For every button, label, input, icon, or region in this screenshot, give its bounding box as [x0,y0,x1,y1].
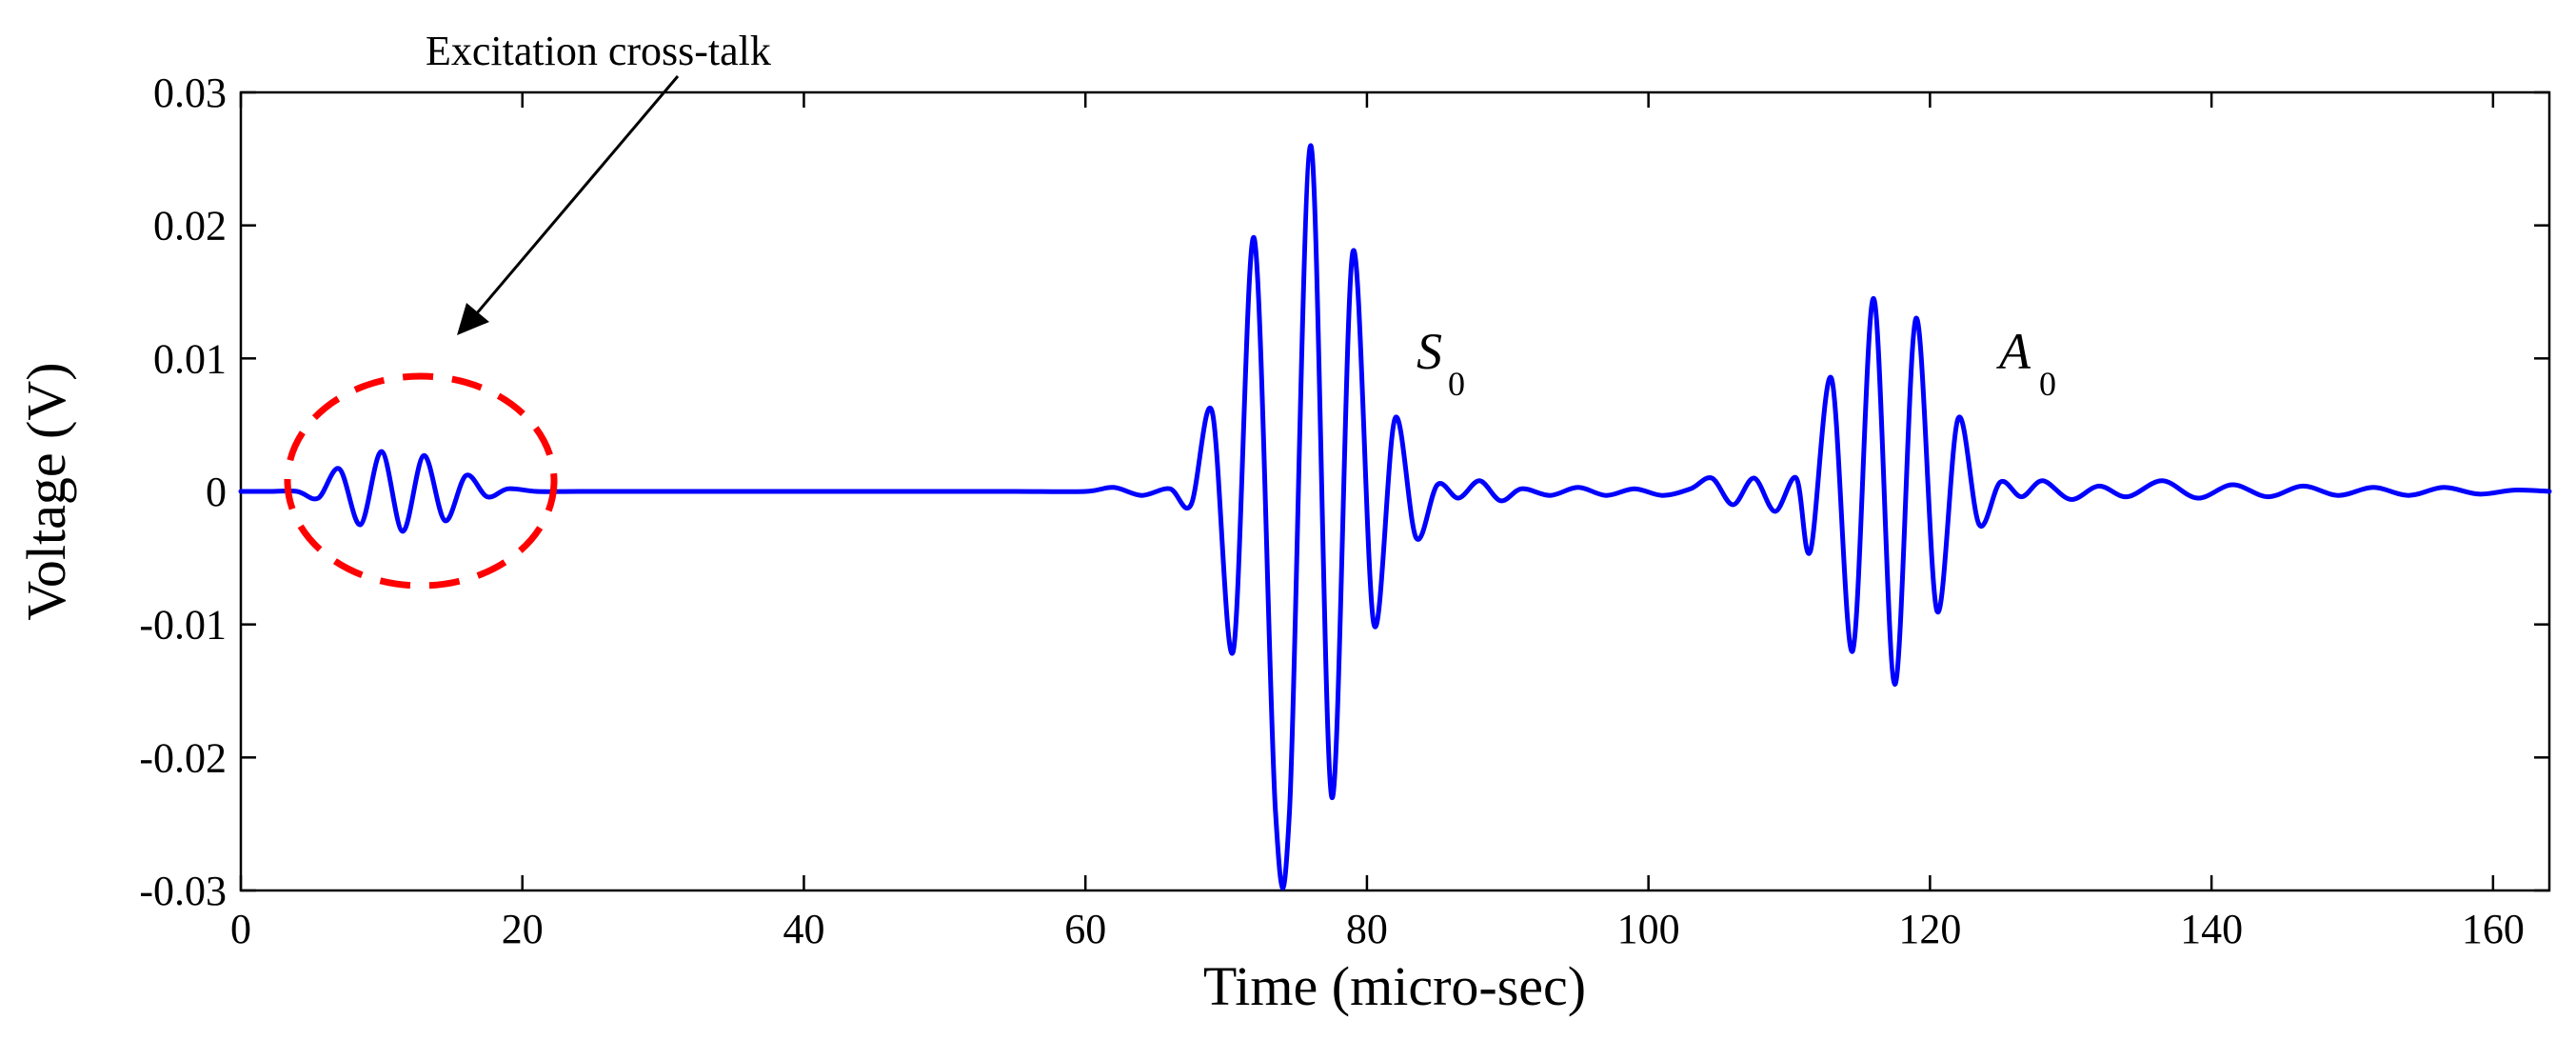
x-tick-label: 60 [1064,906,1106,952]
x-tick-label: 40 [783,906,824,952]
voltage-series-line [238,143,2552,890]
s0-wave-label-subscript: 0 [1448,365,1465,403]
y-tick-label: 0.02 [153,203,227,250]
crosstalk-highlight-ellipse [284,372,558,590]
x-tick-label: 100 [1617,906,1680,952]
x-tick-label: 0 [230,906,251,952]
y-tick-label: 0.03 [153,70,227,116]
a0-wave-label: A [1996,323,2031,380]
x-tick-labels: 0 20 40 60 80 100 120 140 160 [230,906,2525,952]
crosstalk-arrow-head [457,303,489,335]
x-tick-label: 140 [2180,906,2243,952]
x-axis-label: Time (micro-sec) [1203,955,1586,1017]
y-tick-label: 0.01 [153,335,227,382]
y-tick-label: 0 [206,469,227,515]
crosstalk-annotation-text: Excitation cross-talk [426,28,771,74]
y-tick-label: -0.03 [139,868,227,914]
x-tick-label: 120 [1898,906,1961,952]
x-tick-label: 80 [1346,906,1388,952]
y-tick-label: -0.01 [139,602,227,649]
y-axis-label: Voltage (V) [15,362,77,620]
x-tick-label: 160 [2462,906,2525,952]
a0-wave-label-subscript: 0 [2039,365,2056,403]
axis-ticks [239,90,2549,892]
x-tick-label: 20 [502,906,544,952]
crosstalk-arrow-line [474,75,680,315]
s0-wave-label: S [1417,323,1442,380]
y-tick-labels: 0.03 0.02 0.01 0 -0.01 -0.02 -0.03 [139,70,227,914]
y-tick-label: -0.02 [139,734,227,781]
